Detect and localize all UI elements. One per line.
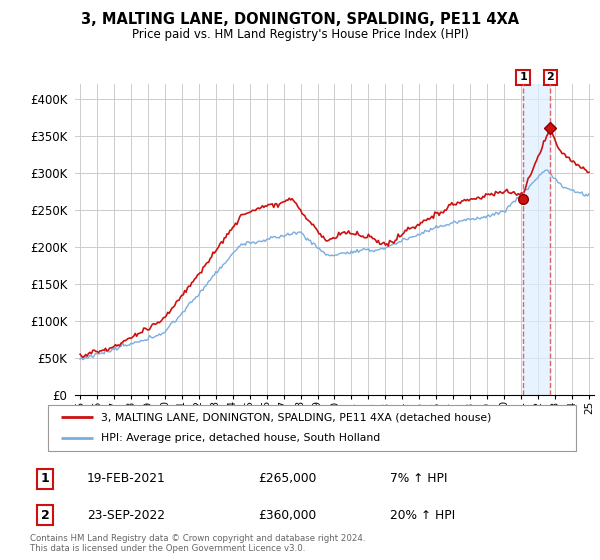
Text: 1: 1 <box>41 472 49 486</box>
Text: £360,000: £360,000 <box>258 508 316 522</box>
Text: 19-FEB-2021: 19-FEB-2021 <box>87 472 166 486</box>
Text: Contains HM Land Registry data © Crown copyright and database right 2024.
This d: Contains HM Land Registry data © Crown c… <box>30 534 365 553</box>
Text: Price paid vs. HM Land Registry's House Price Index (HPI): Price paid vs. HM Land Registry's House … <box>131 28 469 41</box>
Text: 3, MALTING LANE, DONINGTON, SPALDING, PE11 4XA (detached house): 3, MALTING LANE, DONINGTON, SPALDING, PE… <box>101 412 491 422</box>
Text: 7% ↑ HPI: 7% ↑ HPI <box>390 472 448 486</box>
FancyBboxPatch shape <box>48 405 576 451</box>
Text: £265,000: £265,000 <box>258 472 316 486</box>
Text: 1: 1 <box>519 72 527 82</box>
Bar <box>523 84 550 395</box>
Text: 20% ↑ HPI: 20% ↑ HPI <box>390 508 455 522</box>
Text: 2: 2 <box>41 508 49 522</box>
Text: 3, MALTING LANE, DONINGTON, SPALDING, PE11 4XA: 3, MALTING LANE, DONINGTON, SPALDING, PE… <box>81 12 519 27</box>
Text: 2: 2 <box>547 72 554 82</box>
Text: 23-SEP-2022: 23-SEP-2022 <box>87 508 165 522</box>
Text: HPI: Average price, detached house, South Holland: HPI: Average price, detached house, Sout… <box>101 433 380 444</box>
